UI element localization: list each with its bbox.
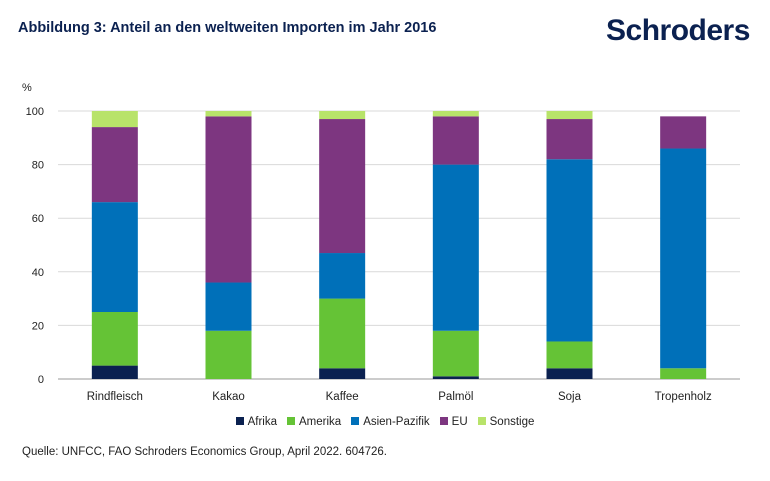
- bar-segment: [319, 111, 366, 120]
- x-tick-label: Tropenholz: [655, 391, 712, 403]
- bar-segment: [432, 376, 479, 379]
- chart-title: Abbildung 3: Anteil an den weltweiten Im…: [18, 20, 437, 36]
- legend-item: Asien-Pazifik: [351, 416, 430, 428]
- bar-segment: [432, 164, 479, 331]
- bar-segment: [91, 111, 138, 128]
- x-tick-label: Rindfleisch: [87, 391, 143, 403]
- bar-segment: [205, 111, 252, 117]
- x-tick-label: Soja: [558, 391, 582, 403]
- y-axis-unit: %: [22, 82, 32, 94]
- source-note: Quelle: UNFCC, FAO Schroders Economics G…: [22, 446, 387, 458]
- bar-segment: [319, 253, 366, 299]
- schroders-logo: Schroders: [606, 14, 750, 47]
- x-tick-label: Kaffee: [326, 391, 359, 403]
- legend-swatch: [235, 417, 244, 425]
- y-tick-label: 20: [32, 320, 44, 332]
- bar-segment: [432, 330, 479, 377]
- legend-label: Sonstige: [489, 416, 535, 428]
- y-tick-label: 80: [32, 160, 44, 172]
- bar-segment: [546, 341, 593, 369]
- legend-item: Amerika: [287, 416, 341, 428]
- legend-item: Afrika: [235, 416, 277, 428]
- bar-segment: [546, 368, 593, 379]
- bar-segment: [205, 116, 252, 283]
- bar-segment: [432, 111, 479, 117]
- legend-item: Sonstige: [477, 416, 535, 428]
- bar-segment: [205, 330, 252, 379]
- legend-label: Afrika: [247, 416, 277, 428]
- bar-segment: [91, 127, 138, 203]
- bar-segment: [91, 312, 138, 366]
- bar-segment: [91, 202, 138, 312]
- bar-segment: [319, 368, 366, 379]
- bar-segment: [546, 111, 593, 120]
- bar-segment: [660, 148, 707, 369]
- legend-swatch: [287, 417, 295, 425]
- bar-segment: [660, 116, 707, 149]
- x-tick-label: Palmöl: [438, 391, 473, 403]
- legend-swatch: [351, 417, 360, 425]
- y-tick-label: 0: [38, 374, 44, 386]
- y-tick-label: 60: [32, 213, 44, 225]
- bar-segment: [91, 365, 138, 379]
- bar-segment: [546, 159, 593, 342]
- legend-label: Asien-Pazifik: [363, 416, 430, 428]
- chart-legend: Afrika Amerika Asien-Pazifik EU Sonstige: [0, 416, 770, 428]
- y-tick-label: 100: [26, 106, 44, 118]
- legend-label: Amerika: [299, 416, 342, 428]
- bar-segment: [319, 119, 366, 254]
- bar-segment: [546, 119, 593, 160]
- legend-label: EU: [451, 416, 468, 428]
- legend-item: EU: [439, 416, 468, 428]
- bar-segment: [205, 282, 252, 331]
- bar-segment: [319, 298, 366, 369]
- legend-swatch: [439, 417, 448, 425]
- legend-swatch: [477, 417, 486, 425]
- y-tick-label: 40: [32, 267, 44, 279]
- bar-segment: [432, 116, 479, 165]
- bar-segment: [660, 368, 707, 379]
- x-tick-label: Kakao: [212, 391, 245, 403]
